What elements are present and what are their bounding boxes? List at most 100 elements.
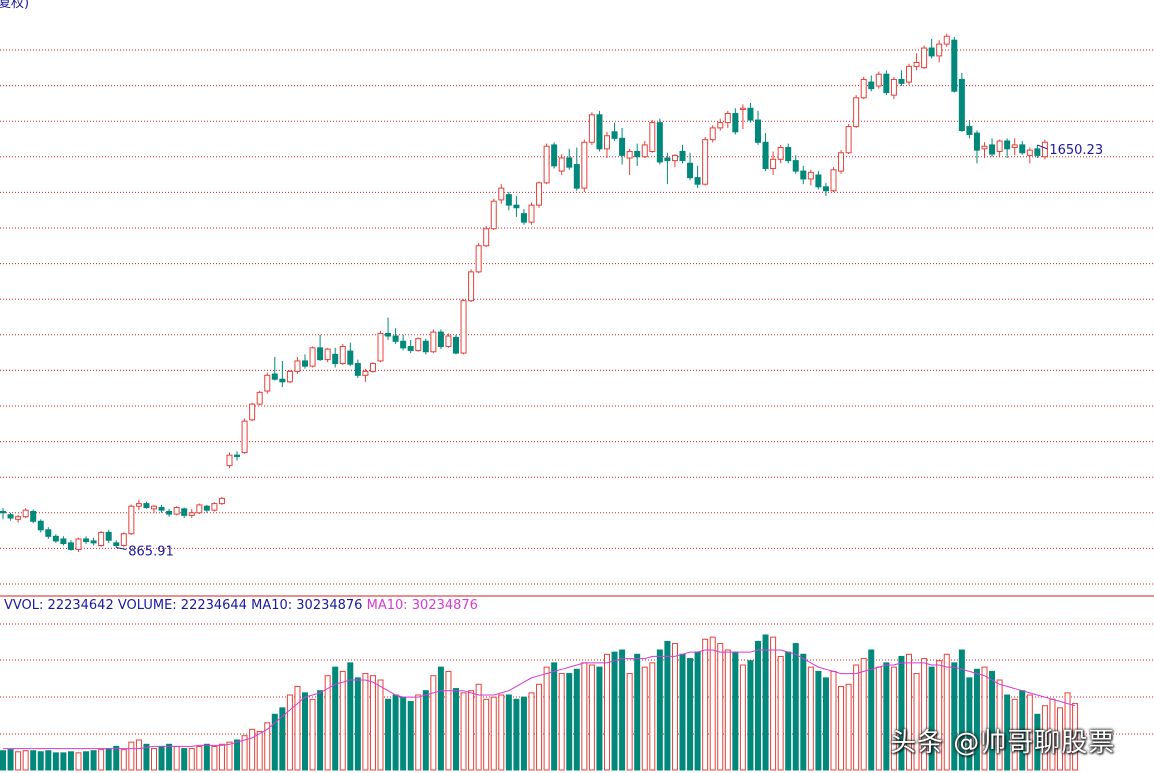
volume-bar-up	[906, 653, 912, 771]
volume-bar-down	[762, 634, 769, 771]
volume-bar-down	[573, 668, 580, 771]
candle-down	[687, 162, 694, 179]
candle-up	[936, 43, 943, 57]
volume-bar-down	[792, 643, 799, 771]
volume-bar-up	[188, 748, 195, 771]
candle-down	[143, 503, 150, 509]
candle-up	[188, 512, 195, 516]
candle-up	[369, 363, 376, 372]
candle-up	[943, 35, 950, 45]
volume-bar-down	[1034, 713, 1041, 771]
volume-bar-up	[724, 649, 731, 771]
volume-bar-up	[543, 666, 550, 771]
volume-bar-down	[505, 694, 512, 771]
volume-bar-down	[166, 743, 173, 771]
candle-down	[1019, 144, 1026, 154]
candle-down	[52, 535, 59, 542]
volume-bar-up	[838, 685, 845, 771]
candle-down	[573, 164, 580, 189]
candle-up	[536, 182, 543, 206]
price-annotations: 1650.23 865.91	[116, 143, 1103, 559]
volume-bar-down	[634, 653, 641, 771]
volume-bar-up	[369, 675, 376, 771]
candle-up	[249, 403, 256, 421]
candle-down	[679, 150, 686, 162]
candle-down	[317, 347, 324, 361]
candle-down	[422, 340, 429, 353]
candle-down	[181, 508, 188, 516]
candle-down	[785, 147, 792, 162]
volume-bar-down	[755, 640, 761, 771]
volume-bar-up	[913, 673, 920, 771]
volume-series	[0, 634, 1079, 771]
candle-up	[709, 127, 716, 141]
candle-up	[604, 135, 610, 150]
volume-bar-up	[1072, 703, 1079, 771]
volume-bar-down	[822, 677, 829, 771]
candle-down	[392, 335, 399, 342]
volume-bar-up	[853, 664, 860, 771]
candle-down	[45, 529, 52, 537]
volume-bar-up	[890, 666, 897, 771]
watermark: 头条 @帅哥聊股票	[890, 728, 1116, 758]
volume-bar-down	[868, 649, 875, 771]
candle-up	[671, 154, 678, 162]
candle-up	[770, 158, 777, 169]
candle-up	[15, 516, 22, 520]
candle-up	[430, 331, 437, 353]
candle-up	[324, 348, 331, 361]
volume-bar-down	[747, 660, 754, 771]
volume-bar-down	[143, 743, 150, 771]
candle-down	[551, 144, 558, 167]
candle-up	[98, 531, 105, 546]
volume-bar-down	[453, 688, 459, 771]
candle-up	[196, 504, 203, 514]
candle-down	[354, 363, 361, 376]
volume-bar-up	[604, 653, 610, 771]
volume-bar-down	[37, 751, 44, 771]
candle-up	[581, 141, 588, 189]
volume-bar-up	[770, 636, 777, 771]
candle-up	[211, 503, 218, 511]
volume-bar-up	[430, 675, 437, 771]
volume-bar-up	[226, 741, 233, 771]
candle-down	[611, 131, 618, 139]
candle-down	[762, 141, 769, 169]
volume-bar-up	[75, 752, 82, 771]
volume-bar-down	[400, 696, 407, 771]
candle-down	[505, 194, 512, 206]
legend-vvol: VVOL: 22234642	[4, 598, 114, 613]
volume-bar-down	[181, 748, 188, 771]
volume-bar-down	[815, 670, 822, 771]
volume-bar-up	[22, 750, 29, 771]
volume-bar-down	[596, 666, 603, 771]
legend-ma10-a: MA10: 30234876	[251, 598, 363, 613]
candle-down	[347, 350, 354, 365]
volume-bar-up	[709, 636, 716, 771]
volume-bar-up	[264, 722, 271, 771]
candle-down	[747, 107, 754, 121]
volume-bar-down	[437, 666, 444, 771]
candle-down	[83, 538, 90, 543]
candle-down	[951, 39, 958, 92]
candle-down	[166, 510, 173, 515]
volume-legend: VVOL: 22234642 VOLUME: 22234644 MA10: 30…	[4, 598, 478, 613]
volume-bar-down	[619, 649, 626, 771]
price-gridlines	[0, 49, 1154, 585]
candle-up	[498, 187, 505, 201]
volume-bar-down	[898, 655, 905, 771]
candle-down	[664, 157, 671, 162]
candle-down	[60, 538, 67, 545]
volume-bar-up	[807, 666, 814, 771]
volume-bar-up	[875, 666, 882, 771]
candle-down	[513, 204, 520, 209]
candle-up	[294, 360, 301, 372]
volume-bar-up	[702, 638, 709, 771]
candle-down	[928, 47, 935, 57]
volume-bar-down	[45, 750, 52, 771]
candle-up	[875, 73, 882, 87]
candle-up	[626, 150, 633, 159]
annotation-pointer	[1037, 144, 1048, 150]
candle-down	[792, 160, 799, 172]
candle-up	[256, 391, 263, 405]
